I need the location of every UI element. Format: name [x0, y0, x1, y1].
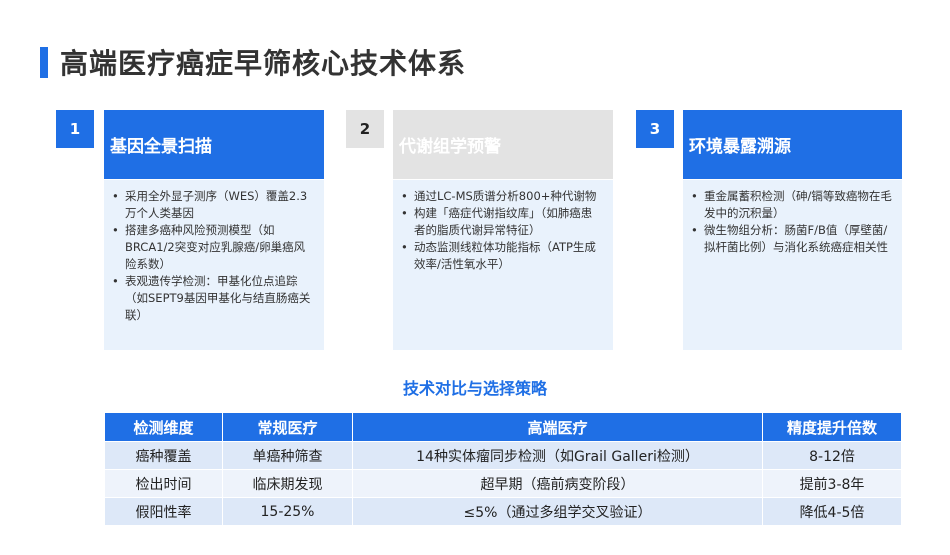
bullet-item: 构建「癌症代谢指纹库」（如肺癌患者的脂质代谢异常特征） [401, 205, 603, 239]
table-cell: 15-25% [222, 497, 353, 526]
card-2-title: 代谢组学预警 [399, 137, 501, 157]
card-2-badge: 2 [346, 110, 384, 148]
bullet-item: 通过LC-MS质谱分析800+种代谢物 [401, 188, 603, 205]
card-2-header: 代谢组学预警 [393, 110, 613, 179]
table-cell: 超早期（癌前病变阶段） [352, 469, 763, 498]
table-cell: 检出时间 [104, 469, 223, 498]
card-3-header: 环境暴露溯源 [683, 110, 902, 179]
bullet-item: 搭建多癌种风险预测模型（如BRCA1/2突变对应乳腺癌/卵巢癌风险系数） [112, 222, 314, 273]
table-row: 癌种覆盖 单癌种筛查 14种实体瘤同步检测（如Grail Galleri检测） … [104, 441, 902, 470]
table-row: 检出时间 临床期发现 超早期（癌前病变阶段） 提前3-8年 [104, 469, 902, 498]
comparison-heading: 技术对比与选择策略 [402, 379, 547, 398]
card-2-body: 通过LC-MS质谱分析800+种代谢物 构建「癌症代谢指纹库」（如肺癌患者的脂质… [393, 180, 613, 350]
card-1-bullets: 采用全外显子测序（WES）覆盖2.3万个人类基因 搭建多癌种风险预测模型（如BR… [112, 188, 314, 324]
card-1-badge: 1 [56, 110, 94, 148]
table-cell: ≤5%（通过多组学交叉验证） [352, 497, 763, 526]
table-header-row: 检测维度 常规医疗 高端医疗 精度提升倍数 [104, 412, 902, 442]
table-cell: 降低4-5倍 [762, 497, 902, 526]
table-cell: 假阳性率 [104, 497, 223, 526]
comparison-table: 检测维度 常规医疗 高端医疗 精度提升倍数 癌种覆盖 单癌种筛查 14种实体瘤同… [104, 412, 902, 526]
table-cell: 提前3-8年 [762, 469, 902, 498]
table-cell: 单癌种筛查 [222, 441, 353, 470]
card-2-bullets: 通过LC-MS质谱分析800+种代谢物 构建「癌症代谢指纹库」（如肺癌患者的脂质… [401, 188, 603, 273]
table-cell: 14种实体瘤同步检测（如Grail Galleri检测） [352, 441, 763, 470]
title-accent-bar [40, 47, 48, 78]
card-3-bullets: 重金属蓄积检测（砷/镉等致癌物在毛发中的沉积量） 微生物组分析：肠菌F/B值（厚… [691, 188, 892, 256]
table-cell: 临床期发现 [222, 469, 353, 498]
card-3-title: 环境暴露溯源 [689, 137, 791, 157]
bullet-item: 动态监测线粒体功能指标（ATP生成效率/活性氧水平） [401, 239, 603, 273]
page-title: 高端医疗癌症早筛核心技术体系 [60, 47, 467, 80]
column-header: 检测维度 [104, 412, 223, 442]
bullet-item: 微生物组分析：肠菌F/B值（厚壁菌/拟杆菌比例）与消化系统癌症相关性 [691, 222, 892, 256]
card-3-badge: 3 [636, 110, 674, 148]
bullet-item: 采用全外显子测序（WES）覆盖2.3万个人类基因 [112, 188, 314, 222]
card-1-title: 基因全景扫描 [110, 137, 212, 157]
column-header: 常规医疗 [222, 412, 353, 442]
card-3-body: 重金属蓄积检测（砷/镉等致癌物在毛发中的沉积量） 微生物组分析：肠菌F/B值（厚… [683, 180, 902, 350]
table-cell: 癌种覆盖 [104, 441, 223, 470]
bullet-item: 重金属蓄积检测（砷/镉等致癌物在毛发中的沉积量） [691, 188, 892, 222]
column-header: 高端医疗 [352, 412, 763, 442]
bullet-item: 表观遗传学检测：甲基化位点追踪（如SEPT9基因甲基化与结直肠癌关联） [112, 273, 314, 324]
card-1-header: 基因全景扫描 [104, 110, 324, 179]
card-1-body: 采用全外显子测序（WES）覆盖2.3万个人类基因 搭建多癌种风险预测模型（如BR… [104, 180, 324, 350]
column-header: 精度提升倍数 [762, 412, 902, 442]
table-row: 假阳性率 15-25% ≤5%（通过多组学交叉验证） 降低4-5倍 [104, 497, 902, 526]
table-cell: 8-12倍 [762, 441, 902, 470]
